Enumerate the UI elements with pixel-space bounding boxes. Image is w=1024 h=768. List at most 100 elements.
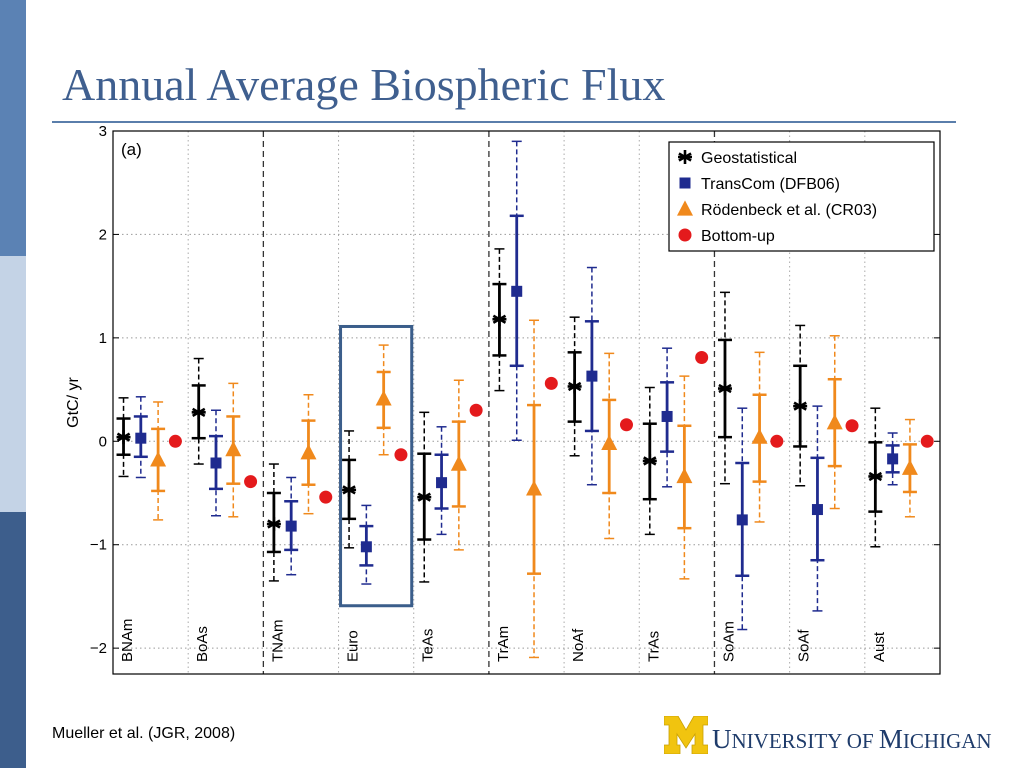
university-name: UNIVERSITY OF MICHIGAN bbox=[712, 724, 992, 754]
square-group-teas bbox=[434, 426, 449, 536]
panel-label: (a) bbox=[121, 140, 142, 159]
x-tick-label-tnam: TNAm bbox=[269, 620, 286, 663]
square-point bbox=[887, 453, 899, 465]
y-tick-label: −2 bbox=[90, 640, 107, 657]
sidebar-stripe-middle bbox=[0, 256, 26, 512]
asterisk-point bbox=[342, 482, 357, 497]
y-tick-label: 2 bbox=[99, 226, 107, 243]
circle-point bbox=[469, 403, 483, 417]
legend-circle-icon bbox=[678, 228, 692, 242]
y-tick-label: 0 bbox=[99, 433, 107, 450]
square-group-euro bbox=[359, 504, 374, 585]
asterisk-group-tras bbox=[642, 386, 657, 536]
x-tick-label-noaf: NoAf bbox=[570, 628, 587, 662]
plot-frame bbox=[112, 130, 941, 675]
circle-group-noaf bbox=[619, 418, 633, 432]
circle-point bbox=[394, 448, 408, 462]
circle-group-boas bbox=[244, 475, 258, 489]
title-underline bbox=[52, 121, 956, 123]
euro-highlight-box bbox=[339, 324, 414, 608]
asterisk-group-tnam bbox=[266, 463, 281, 582]
square-group-boas bbox=[208, 409, 223, 517]
asterisk-group-teas bbox=[417, 411, 432, 583]
triangle-group-soaf bbox=[826, 335, 843, 510]
legend-square-icon bbox=[679, 177, 691, 189]
legend-label: Geostatistical bbox=[701, 150, 797, 167]
legend-entry-triangle: Rödenbeck et al. (CR03) bbox=[677, 200, 877, 219]
university-logo: UNIVERSITY OF MICHIGAN bbox=[664, 716, 992, 754]
circle-point bbox=[544, 376, 558, 390]
asterisk-point bbox=[642, 453, 657, 468]
circle-point bbox=[920, 434, 934, 448]
asterisk-point bbox=[417, 490, 432, 505]
asterisk-group-soaf bbox=[793, 324, 808, 487]
legend-triangle-icon bbox=[677, 200, 693, 216]
sidebar-stripe-top bbox=[0, 0, 26, 256]
triangle-point bbox=[150, 451, 167, 467]
triangle-point bbox=[300, 444, 317, 460]
circle-point bbox=[319, 490, 333, 504]
circle-point bbox=[770, 434, 784, 448]
triangle-point bbox=[676, 467, 693, 484]
circle-group-bnam bbox=[168, 434, 182, 448]
asterisk-group-tram bbox=[492, 248, 507, 392]
asterisk-point bbox=[717, 381, 732, 396]
asterisk-group-boas bbox=[191, 357, 206, 465]
circle-point bbox=[845, 419, 859, 433]
legend: Geostatistical TransCom (DFB06) Rödenbeck … bbox=[668, 141, 935, 252]
square-group-noaf bbox=[584, 266, 599, 486]
citation: Mueller et al. (JGR, 2008) bbox=[52, 725, 236, 742]
square-group-aust bbox=[885, 432, 900, 486]
circle-point bbox=[619, 418, 633, 432]
x-tick-label-tras: TrAs bbox=[645, 631, 662, 662]
circle-point bbox=[168, 434, 182, 448]
legend-box bbox=[668, 141, 935, 252]
square-point bbox=[210, 457, 222, 469]
square-point bbox=[661, 410, 673, 422]
circle-group-tram bbox=[544, 376, 558, 390]
triangle-group-aust bbox=[901, 418, 918, 518]
legend-entry-square: TransCom (DFB06) bbox=[679, 176, 840, 193]
square-point bbox=[436, 477, 448, 489]
square-point bbox=[135, 432, 147, 444]
triangle-point bbox=[901, 459, 918, 475]
y-tick-label: 1 bbox=[99, 330, 107, 347]
square-point bbox=[511, 285, 523, 297]
x-tick-label-aust: Aust bbox=[871, 631, 888, 662]
circle-group-tnam bbox=[319, 490, 333, 504]
triangle-point bbox=[751, 428, 768, 444]
triangle-point bbox=[225, 440, 242, 457]
square-point bbox=[360, 541, 372, 553]
asterisk-group-soam bbox=[717, 291, 732, 485]
asterisk-point bbox=[492, 312, 507, 327]
square-group-tras bbox=[660, 347, 675, 488]
circle-group-tras bbox=[695, 351, 709, 365]
asterisk-point bbox=[793, 399, 808, 414]
x-tick-label-tram: TrAm bbox=[495, 626, 512, 662]
circle-group-aust bbox=[920, 434, 934, 448]
flux-chart: −2 −1 0 1 2 3 BNAm BoAs TNAm Euro TeAs TrAm NoAf TrAs… bbox=[65, 126, 941, 675]
square-point bbox=[811, 504, 823, 516]
triangle-point bbox=[450, 455, 467, 471]
triangle-point bbox=[526, 480, 543, 496]
triangle-group-bnam bbox=[150, 401, 167, 521]
square-group-soaf bbox=[810, 405, 825, 612]
circle-group-euro bbox=[394, 448, 408, 462]
square-point bbox=[586, 370, 598, 382]
asterisk-point bbox=[116, 430, 131, 445]
circle-group-soaf bbox=[845, 419, 859, 433]
circle-point bbox=[695, 351, 709, 365]
square-group-bnam bbox=[133, 396, 148, 479]
square-group-soam bbox=[735, 407, 750, 631]
circle-point bbox=[244, 475, 258, 489]
legend-asterisk-icon bbox=[678, 150, 692, 164]
square-point bbox=[285, 520, 297, 532]
x-tick-label-teas: TeAs bbox=[420, 629, 437, 662]
x-tick-label-euro: Euro bbox=[345, 630, 362, 662]
square-group-tram bbox=[509, 140, 524, 442]
asterisk-group-noaf bbox=[567, 316, 582, 457]
block-m-logo-icon bbox=[664, 716, 708, 754]
asterisk-group-euro bbox=[342, 430, 357, 549]
asterisk-group-aust bbox=[868, 407, 883, 548]
asterisk-point bbox=[191, 405, 206, 420]
